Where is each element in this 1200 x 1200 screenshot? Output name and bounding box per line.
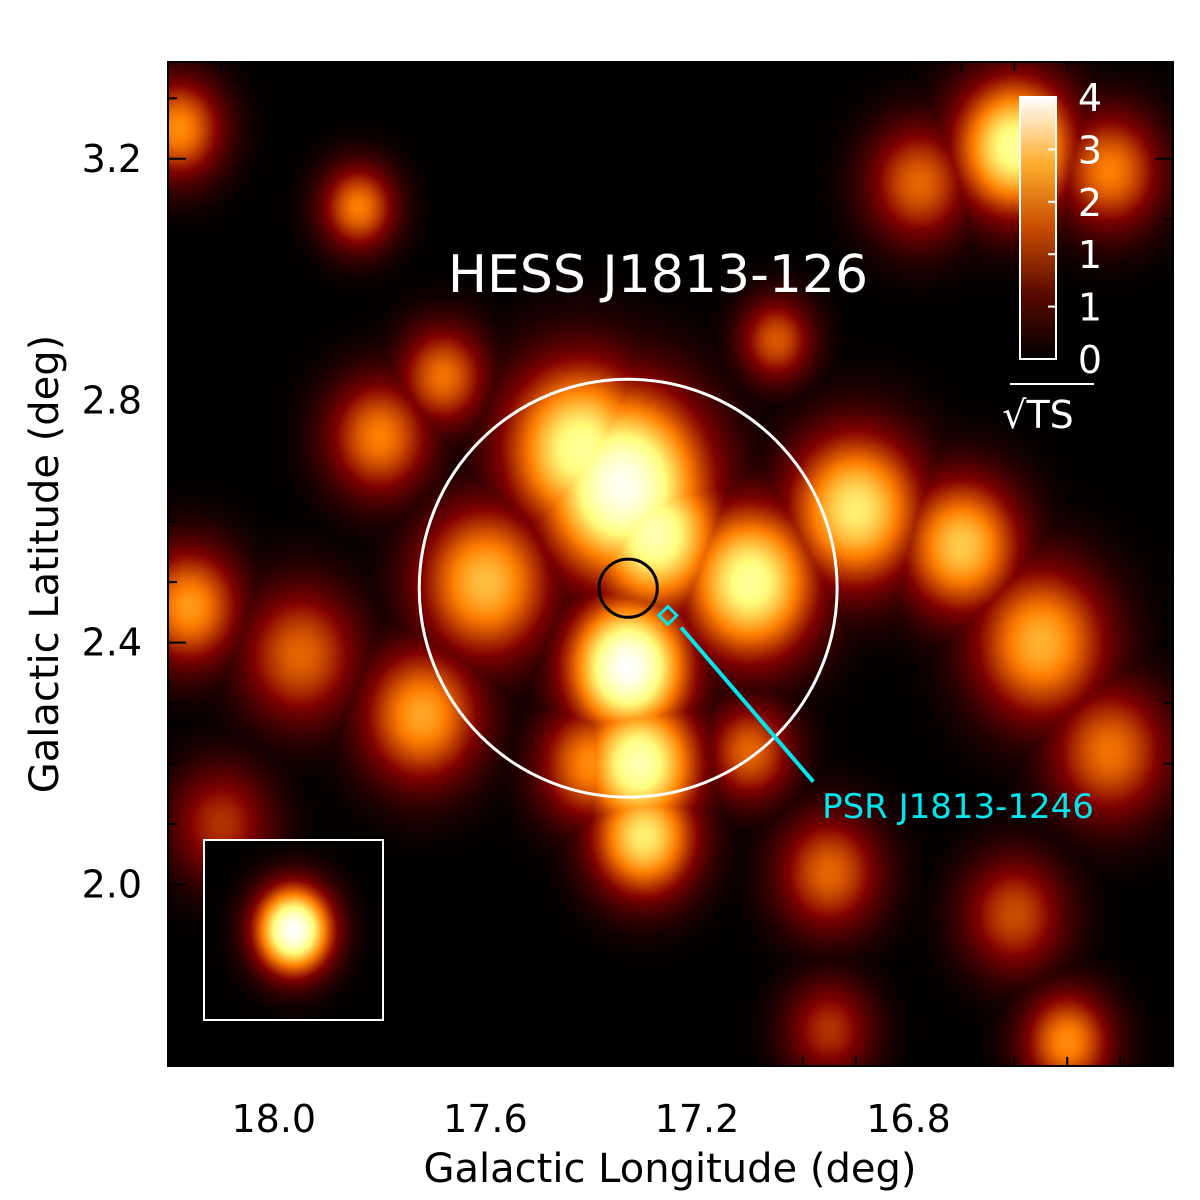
y-tick-label: 2.0 xyxy=(82,863,142,907)
y-tick-label: 2.4 xyxy=(82,621,142,665)
colorbar-tick-label: 1 xyxy=(1078,286,1102,330)
psf-inset-image xyxy=(204,840,383,1020)
psf-inset xyxy=(203,839,384,1021)
pulsar-label: PSR J1813-1246 xyxy=(822,787,1094,827)
colorbar-tick-label: 2 xyxy=(1078,181,1102,225)
colorbar-tick-label: 0 xyxy=(1078,338,1102,382)
colorbar: 4 3 2 1 1 0 √TS xyxy=(1002,76,1102,437)
colorbar-tick-label: 4 xyxy=(1078,76,1102,120)
x-tick-label: 17.2 xyxy=(655,1097,740,1141)
psf-inset-frame xyxy=(203,839,384,1021)
x-tick-label: 17.6 xyxy=(443,1097,528,1141)
x-tick-label: 18.0 xyxy=(231,1097,316,1141)
x-axis-ticks xyxy=(167,62,1174,1066)
source-region-circle xyxy=(417,377,839,799)
centroid-error-circle xyxy=(597,557,659,619)
colorbar-gradient xyxy=(1019,96,1057,360)
y-tick-label: 3.2 xyxy=(82,137,142,181)
x-tick-label: 16.8 xyxy=(866,1097,951,1141)
colorbar-label: √TS xyxy=(1002,393,1074,437)
y-axis-ticks xyxy=(168,97,1173,1067)
colorbar-tick-label: 3 xyxy=(1078,128,1102,172)
chart-title: HESS J1813-126 xyxy=(448,245,868,305)
x-axis-tick-labels: 18.0 17.6 17.2 16.8 xyxy=(231,1097,950,1141)
pulsar-pointer-line xyxy=(679,626,815,784)
colorbar-ts-text: TS xyxy=(1025,393,1073,437)
pulsar-position-diamond xyxy=(656,604,679,627)
y-axis-tick-labels: 2.0 2.4 2.8 3.2 xyxy=(82,137,142,907)
colorbar-tick-label: 1 xyxy=(1078,233,1102,277)
y-axis-label: Galactic Latitude (deg) xyxy=(22,335,68,794)
y-tick-label: 2.8 xyxy=(82,379,142,423)
plot-frame xyxy=(167,61,1174,1067)
colorbar-sqrt-symbol: √ xyxy=(1002,393,1027,437)
x-axis-label: Galactic Longitude (deg) xyxy=(424,1146,917,1192)
